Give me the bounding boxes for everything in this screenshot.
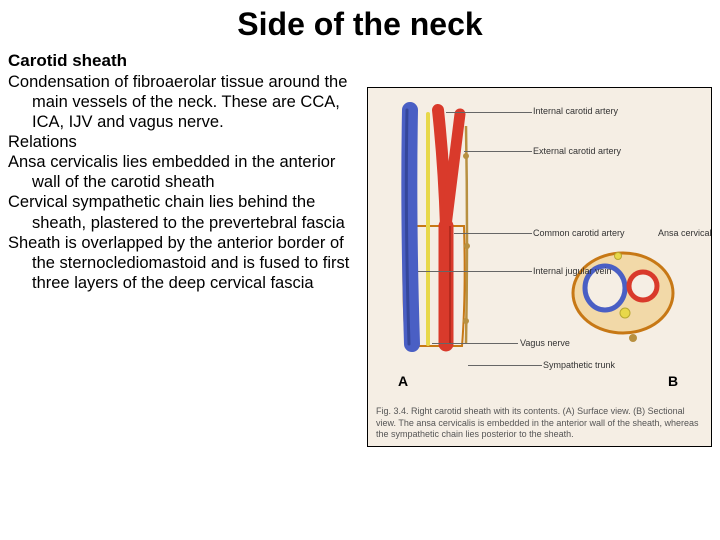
label-common-carotid: Common carotid artery <box>533 228 625 238</box>
panel-a-label: A <box>398 373 408 389</box>
heading-relations: Relations <box>8 132 357 152</box>
label-ansa: Ansa cervicalis <box>658 228 712 238</box>
label-external-carotid: External carotid artery <box>533 146 621 156</box>
para-overlap: Sheath is overlapped by the anterior bor… <box>8 233 357 293</box>
heading-carotid-sheath: Carotid sheath <box>8 51 357 72</box>
para-definition: Condensation of fibroaerolar tissue arou… <box>8 72 357 132</box>
leader-sympathetic <box>468 365 542 366</box>
content-row: Carotid sheath Condensation of fibroaero… <box>0 51 720 447</box>
figure-caption: Fig. 3.4. Right carotid sheath with its … <box>376 406 703 440</box>
figure-column: Internal carotid artery External carotid… <box>357 51 712 447</box>
label-sympathetic: Sympathetic trunk <box>543 360 615 370</box>
label-internal-jugular: Internal jugular vein <box>533 266 612 276</box>
leader-common-carotid <box>454 233 532 234</box>
leader-external-carotid <box>464 151 532 152</box>
leader-internal-carotid <box>446 112 532 113</box>
para-sympathetic: Cervical sympathetic chain lies behind t… <box>8 192 357 232</box>
para-ansa: Ansa cervicalis lies embedded in the ant… <box>8 152 357 192</box>
page-title: Side of the neck <box>0 0 720 51</box>
panel-b-label: B <box>668 373 678 389</box>
label-internal-carotid: Internal carotid artery <box>533 106 618 116</box>
anatomy-figure: Internal carotid artery External carotid… <box>367 87 712 447</box>
panel-a-svg <box>374 96 524 356</box>
leader-internal-jugular <box>418 271 532 272</box>
text-column: Carotid sheath Condensation of fibroaero… <box>8 51 357 447</box>
label-vagus: Vagus nerve <box>520 338 570 348</box>
leader-vagus <box>432 343 518 344</box>
panel-b-svg <box>563 238 693 358</box>
